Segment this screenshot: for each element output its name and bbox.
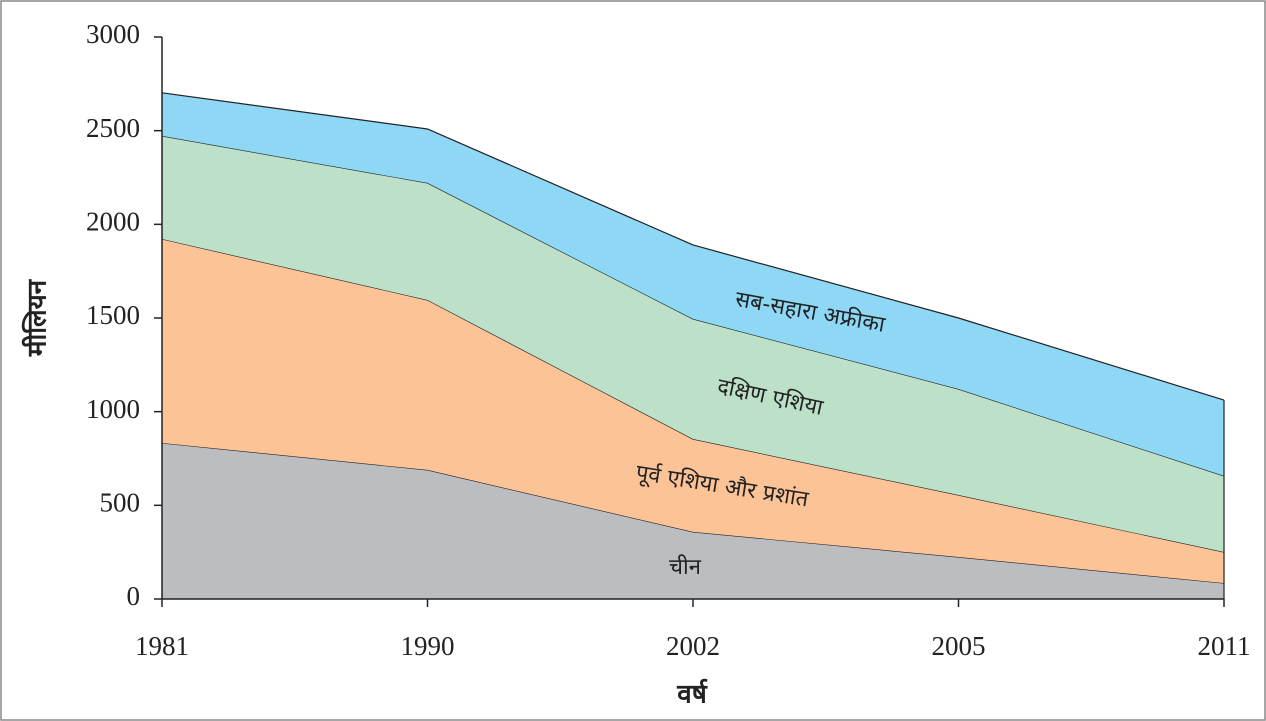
y-tick-label: 0 [127,581,141,611]
area-edge [161,92,1225,401]
area-label: चीन [669,554,702,580]
area [162,92,1224,476]
y-axis-title: मीलियन [22,278,53,357]
y-tick-label: 2000 [86,207,140,237]
y-tick-label: 500 [100,488,141,518]
area [162,238,1224,584]
area [162,135,1224,552]
x-tick-label: 1981 [135,631,189,661]
x-tick-label: 2002 [666,631,720,661]
y-tick-label: 2500 [86,113,140,143]
x-tick-label: 1990 [401,631,455,661]
y-tick-label: 3000 [86,19,140,49]
x-tick-label: 2005 [932,631,986,661]
x-axis-title: वर्ष [676,679,707,710]
x-tick-label: 2011 [1198,631,1251,661]
y-tick-label: 1500 [86,300,140,330]
y-tick-label: 1000 [86,394,140,424]
area [162,442,1224,599]
